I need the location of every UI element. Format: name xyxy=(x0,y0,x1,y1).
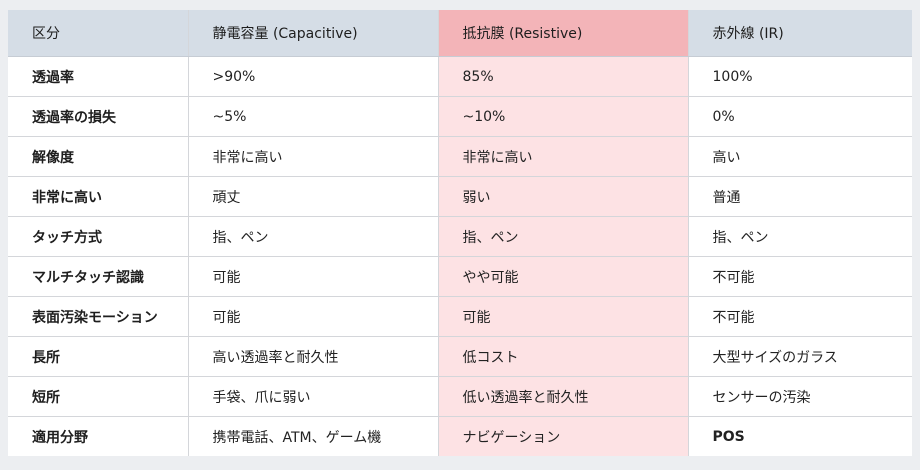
cell-resistive: 85% xyxy=(438,56,689,97)
cell-infrared: 大型サイズのガラス xyxy=(688,336,912,377)
table-body: 透過率 >90% 85% 100% 透過率の損失 ~5% ~10% 0% 解像度… xyxy=(8,56,912,456)
cell-capacitive: ~5% xyxy=(188,96,439,137)
cell-resistive: 弱い xyxy=(438,176,689,217)
cell-infrared: POS xyxy=(712,428,745,445)
row-label: 長所 xyxy=(8,336,189,377)
cell-infrared: 100% xyxy=(688,56,912,97)
cell-capacitive: 手袋、爪に弱い xyxy=(188,376,439,417)
row-label: 透過率 xyxy=(8,56,189,97)
cell-resistive: ~10% xyxy=(438,96,689,137)
cell-resistive: やや可能 xyxy=(438,256,689,297)
cell-resistive: ナビゲーション xyxy=(438,416,689,456)
cell-capacitive: 可能 xyxy=(188,256,439,297)
row-label: 表面汚染モーション xyxy=(8,296,189,337)
table-row: マルチタッチ認識 可能 やや可能 不可能 xyxy=(8,256,912,297)
table-row: 長所 高い透過率と耐久性 低コスト 大型サイズのガラス xyxy=(8,336,912,377)
cell-capacitive: 高い透過率と耐久性 xyxy=(188,336,439,377)
table-row: 適用分野 携帯電話、ATM、ゲーム機 ナビゲーション POS xyxy=(8,416,912,456)
table-header: 区分 静電容量 (Capacitive) 抵抗膜 (Resistive) 赤外線… xyxy=(8,10,912,57)
cell-infrared: 普通 xyxy=(688,176,912,217)
row-label: 非常に高い xyxy=(8,176,189,217)
touch-technology-comparison-table: 区分 静電容量 (Capacitive) 抵抗膜 (Resistive) 赤外線… xyxy=(8,10,912,456)
header-category: 区分 xyxy=(8,10,189,57)
table-row: 非常に高い 頑丈 弱い 普通 xyxy=(8,176,912,217)
row-label: タッチ方式 xyxy=(8,216,189,257)
cell-infrared: センサーの汚染 xyxy=(688,376,912,417)
table-row: 短所 手袋、爪に弱い 低い透過率と耐久性 センサーの汚染 xyxy=(8,376,912,417)
row-label: 解像度 xyxy=(8,136,189,177)
cell-infrared: 高い xyxy=(688,136,912,177)
table-row: 透過率の損失 ~5% ~10% 0% xyxy=(8,96,912,137)
row-label: マルチタッチ認識 xyxy=(8,256,189,297)
row-label: 適用分野 xyxy=(8,416,189,456)
cell-infrared: 不可能 xyxy=(688,296,912,337)
table-row: 表面汚染モーション 可能 可能 不可能 xyxy=(8,296,912,337)
cell-capacitive: 非常に高い xyxy=(188,136,439,177)
header-resistive: 抵抗膜 (Resistive) xyxy=(438,10,689,57)
header-row: 区分 静電容量 (Capacitive) 抵抗膜 (Resistive) 赤外線… xyxy=(8,10,912,57)
cell-resistive: 可能 xyxy=(438,296,689,337)
table-row: タッチ方式 指、ペン 指、ペン 指、ペン xyxy=(8,216,912,257)
cell-capacitive: 指、ペン xyxy=(188,216,439,257)
cell-capacitive: 頑丈 xyxy=(188,176,439,217)
cell-resistive: 非常に高い xyxy=(438,136,689,177)
row-label: 短所 xyxy=(8,376,189,417)
cell-capacitive: 携帯電話、ATM、ゲーム機 xyxy=(188,416,439,456)
cell-infrared: 0% xyxy=(688,96,912,137)
header-infrared: 赤外線 (IR) xyxy=(688,10,912,57)
cell-capacitive: >90% xyxy=(188,56,439,97)
cell-resistive: 低コスト xyxy=(438,336,689,377)
table-row: 解像度 非常に高い 非常に高い 高い xyxy=(8,136,912,177)
header-capacitive: 静電容量 (Capacitive) xyxy=(188,10,439,57)
row-label: 透過率の損失 xyxy=(8,96,189,137)
table-row: 透過率 >90% 85% 100% xyxy=(8,56,912,97)
cell-infrared: 指、ペン xyxy=(688,216,912,257)
cell-resistive: 指、ペン xyxy=(438,216,689,257)
cell-resistive: 低い透過率と耐久性 xyxy=(438,376,689,417)
cell-capacitive: 可能 xyxy=(188,296,439,337)
comparison-table-container: 区分 静電容量 (Capacitive) 抵抗膜 (Resistive) 赤外線… xyxy=(8,10,912,456)
cell-infrared: 不可能 xyxy=(688,256,912,297)
